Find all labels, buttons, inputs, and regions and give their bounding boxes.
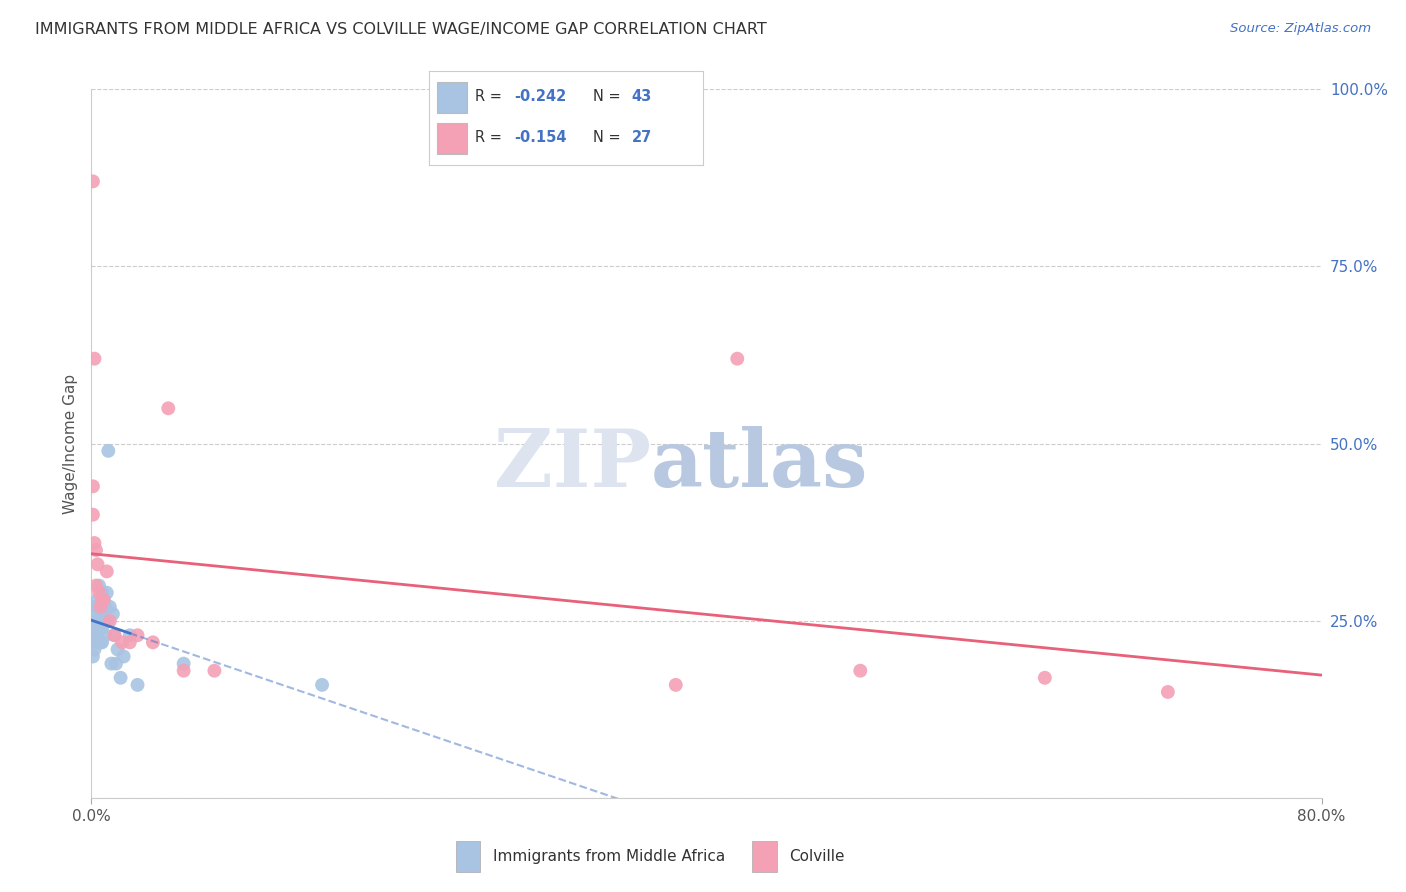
Point <box>101 607 124 621</box>
Point <box>103 628 125 642</box>
Point <box>665 678 688 692</box>
Point <box>90 614 112 628</box>
Point <box>142 635 165 649</box>
FancyBboxPatch shape <box>752 840 778 872</box>
Point <box>97 443 120 458</box>
Point <box>725 351 748 366</box>
Point <box>91 635 114 649</box>
Point <box>83 628 105 642</box>
Point <box>98 614 121 628</box>
Point <box>83 642 105 657</box>
Text: -0.242: -0.242 <box>513 89 567 104</box>
Point <box>173 664 195 678</box>
Point <box>93 592 115 607</box>
Point <box>96 614 118 628</box>
Point <box>107 642 129 657</box>
Point <box>91 621 114 635</box>
Point <box>90 635 112 649</box>
Text: Immigrants from Middle Africa: Immigrants from Middle Africa <box>492 849 725 863</box>
FancyBboxPatch shape <box>437 82 467 112</box>
Point <box>94 599 117 614</box>
Text: 27: 27 <box>631 130 652 145</box>
Text: IMMIGRANTS FROM MIDDLE AFRICA VS COLVILLE WAGE/INCOME GAP CORRELATION CHART: IMMIGRANTS FROM MIDDLE AFRICA VS COLVILL… <box>35 22 766 37</box>
Point <box>1033 671 1056 685</box>
Text: Colville: Colville <box>790 849 845 863</box>
FancyBboxPatch shape <box>456 840 481 872</box>
Point <box>82 508 104 522</box>
Point <box>96 565 118 579</box>
Point <box>86 558 108 572</box>
Point <box>100 657 122 671</box>
Point <box>849 664 872 678</box>
Point <box>87 635 110 649</box>
Point <box>82 649 104 664</box>
Point <box>93 614 115 628</box>
Point <box>90 599 112 614</box>
Point <box>87 614 110 628</box>
Text: R =: R = <box>475 89 508 104</box>
Text: ZIP: ZIP <box>494 426 651 504</box>
FancyBboxPatch shape <box>437 123 467 153</box>
Point <box>86 635 108 649</box>
Point <box>91 585 114 599</box>
Point <box>94 628 117 642</box>
Point <box>83 614 105 628</box>
Point <box>82 174 104 188</box>
Text: N =: N = <box>593 89 626 104</box>
Point <box>82 635 104 649</box>
Point <box>118 635 141 649</box>
Point <box>83 351 105 366</box>
Text: N =: N = <box>593 130 626 145</box>
Point <box>84 628 107 642</box>
Point <box>111 635 134 649</box>
Point <box>1157 685 1180 699</box>
Point <box>82 479 104 493</box>
Text: 43: 43 <box>631 89 652 104</box>
Point <box>87 578 110 592</box>
Point <box>91 592 114 607</box>
Point <box>93 592 115 607</box>
Point <box>157 401 180 416</box>
Point <box>86 592 108 607</box>
Point <box>84 635 107 649</box>
Point <box>173 657 195 671</box>
Text: R =: R = <box>475 130 508 145</box>
Point <box>84 543 107 558</box>
Point <box>91 607 114 621</box>
Point <box>105 657 127 671</box>
Point <box>103 628 125 642</box>
Point <box>98 599 121 614</box>
Point <box>84 578 107 592</box>
Point <box>87 585 110 599</box>
Text: Source: ZipAtlas.com: Source: ZipAtlas.com <box>1230 22 1371 36</box>
Point <box>87 599 110 614</box>
Point <box>127 678 149 692</box>
Point <box>311 678 333 692</box>
Point <box>83 536 105 550</box>
Point <box>118 628 141 642</box>
Point <box>110 671 132 685</box>
Text: atlas: atlas <box>651 426 869 504</box>
Y-axis label: Wage/Income Gap: Wage/Income Gap <box>63 374 79 514</box>
Point <box>202 664 225 678</box>
Point <box>112 649 135 664</box>
Point <box>84 614 107 628</box>
Point <box>84 599 107 614</box>
Text: -0.154: -0.154 <box>513 130 567 145</box>
Point <box>86 621 108 635</box>
Point <box>86 607 108 621</box>
Point <box>96 585 118 599</box>
Point <box>127 628 149 642</box>
Point <box>90 599 112 614</box>
